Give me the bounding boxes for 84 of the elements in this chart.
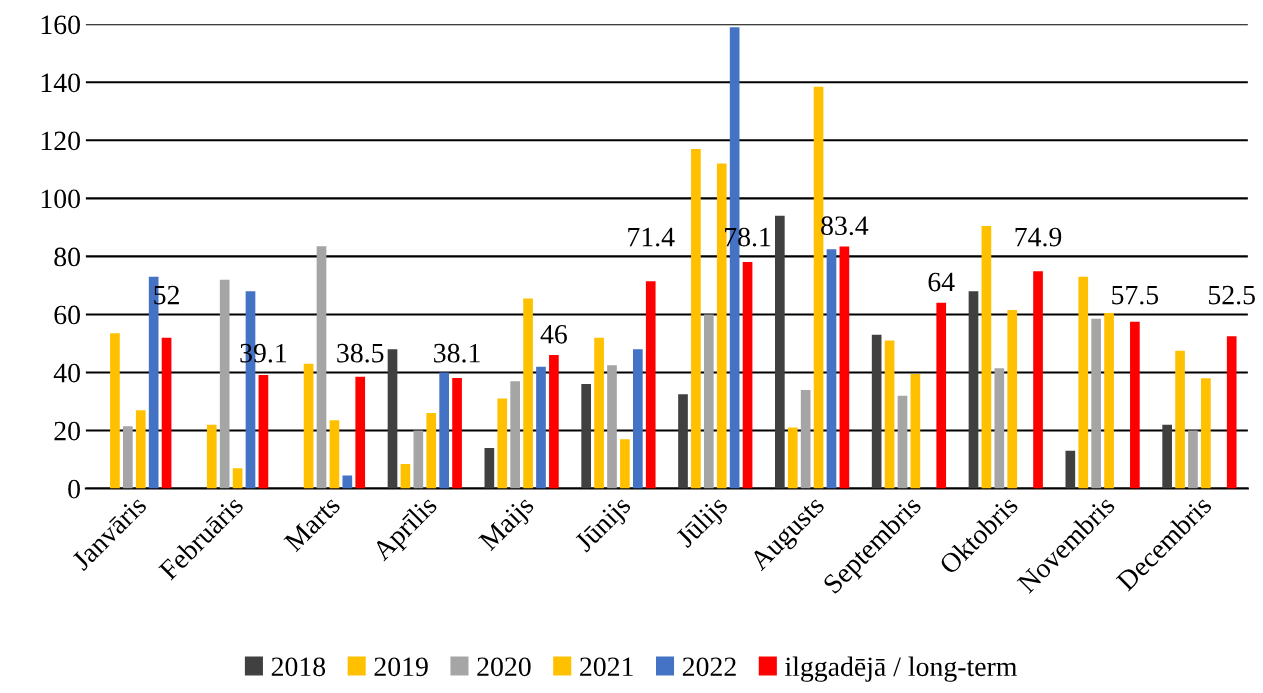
data-label: 46 bbox=[540, 324, 567, 344]
y-tick-label: 20 bbox=[54, 421, 80, 441]
bar bbox=[787, 427, 798, 489]
bar bbox=[968, 291, 979, 489]
bar bbox=[1175, 350, 1185, 489]
bar bbox=[413, 430, 424, 489]
bar bbox=[581, 384, 592, 489]
bar bbox=[1104, 313, 1114, 489]
bar bbox=[135, 410, 146, 489]
bar bbox=[316, 246, 327, 489]
legend-label: 2021 bbox=[580, 657, 633, 677]
bar bbox=[497, 398, 508, 489]
bar bbox=[206, 424, 217, 489]
legend-label: 2018 bbox=[271, 657, 326, 677]
bar bbox=[523, 298, 533, 489]
bar bbox=[607, 365, 617, 489]
bar bbox=[981, 225, 992, 489]
data-label: 38.5 bbox=[337, 343, 384, 363]
data-label: 52.5 bbox=[1209, 285, 1255, 305]
bar bbox=[1033, 271, 1043, 489]
bar bbox=[1162, 424, 1172, 489]
y-tick-label: 140 bbox=[41, 73, 80, 93]
y-tick-label: 80 bbox=[54, 247, 80, 267]
data-label: 64 bbox=[928, 272, 955, 292]
bar bbox=[1188, 430, 1198, 489]
y-tick-label: 60 bbox=[54, 305, 80, 325]
y-tick-label: 100 bbox=[41, 189, 80, 209]
bar bbox=[800, 389, 811, 489]
bar bbox=[258, 375, 269, 489]
bar bbox=[161, 337, 172, 489]
data-label: 57.5 bbox=[1112, 285, 1159, 305]
bar bbox=[232, 468, 243, 489]
y-tick-label: 0 bbox=[68, 479, 80, 499]
bar bbox=[678, 394, 688, 489]
bar bbox=[645, 281, 656, 489]
legend-label: 2020 bbox=[477, 657, 531, 677]
bar bbox=[1091, 318, 1101, 489]
bar bbox=[536, 366, 546, 489]
bar bbox=[632, 349, 643, 489]
bar bbox=[549, 355, 559, 489]
data-label: 71.4 bbox=[628, 227, 675, 247]
bar bbox=[884, 340, 895, 489]
bar bbox=[510, 381, 521, 489]
bar bbox=[387, 349, 398, 489]
y-tick-label: 120 bbox=[41, 131, 80, 151]
bar bbox=[826, 249, 837, 489]
bar bbox=[452, 378, 462, 489]
bar bbox=[439, 372, 449, 489]
bar bbox=[426, 413, 437, 489]
bar bbox=[774, 215, 785, 489]
bar bbox=[123, 426, 133, 489]
bar bbox=[329, 420, 340, 489]
bar bbox=[871, 334, 882, 489]
bar bbox=[484, 447, 495, 489]
bar bbox=[110, 333, 120, 489]
bar bbox=[303, 363, 314, 489]
legend-label: 2022 bbox=[682, 657, 736, 677]
y-tick-label: 160 bbox=[41, 15, 80, 35]
bar bbox=[1007, 310, 1018, 489]
bar bbox=[742, 261, 753, 489]
bar bbox=[1065, 450, 1076, 489]
legend-label: ilggadējā / long-term bbox=[785, 656, 1017, 682]
bar bbox=[703, 314, 714, 489]
data-label: 74.9 bbox=[1015, 227, 1062, 247]
bar bbox=[1201, 378, 1211, 489]
bar bbox=[1130, 321, 1140, 489]
y-tick-label: 40 bbox=[53, 363, 80, 383]
bar bbox=[400, 463, 411, 489]
bar bbox=[594, 337, 604, 489]
bar bbox=[219, 279, 230, 489]
bar bbox=[716, 163, 727, 489]
bar bbox=[839, 246, 850, 489]
bar bbox=[342, 475, 353, 489]
data-label: 38.1 bbox=[434, 343, 480, 363]
bar bbox=[355, 376, 366, 489]
bar bbox=[994, 368, 1005, 489]
bar bbox=[897, 395, 908, 489]
bar bbox=[910, 373, 921, 489]
bar bbox=[691, 149, 701, 489]
bar bbox=[620, 439, 630, 489]
bar bbox=[1226, 336, 1237, 489]
bar bbox=[1078, 276, 1089, 489]
legend-label: 2019 bbox=[374, 657, 428, 677]
bar bbox=[936, 302, 947, 489]
